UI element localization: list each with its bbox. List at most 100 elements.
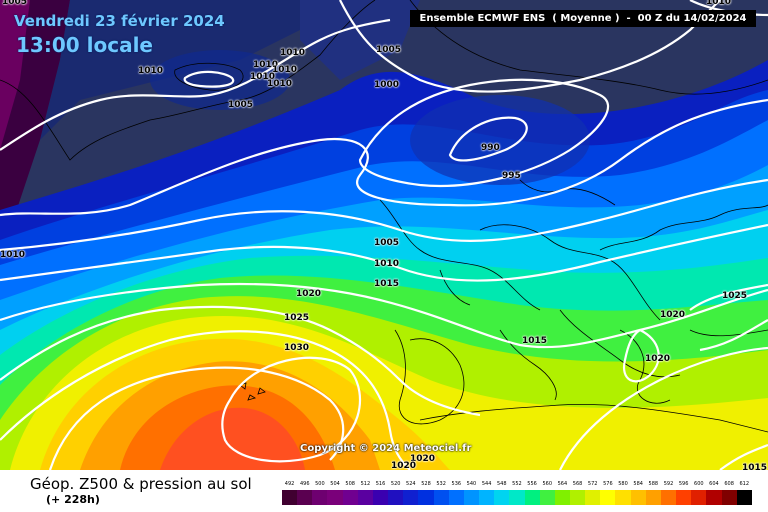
scale-swatch	[706, 490, 722, 505]
isobar-label: 990	[481, 143, 500, 153]
scale-swatch	[630, 490, 646, 505]
scale-tick-label: 552	[512, 481, 522, 487]
scale-swatch	[554, 490, 570, 505]
scale-tick-label: 492	[284, 481, 295, 487]
coastlines	[0, 0, 768, 433]
isobar-label: 1010	[267, 79, 293, 89]
scale-tick-label: 556	[527, 481, 537, 487]
scale-tick-label: 512	[360, 481, 371, 487]
scale-tick-label: 596	[678, 481, 689, 487]
scale-tick-label: 504	[330, 481, 340, 487]
isobar-label: 1000	[374, 80, 400, 90]
scale-tick-label: 576	[603, 481, 613, 487]
isobar-label: 1005	[2, 0, 28, 7]
scale-swatch	[676, 490, 692, 505]
scale-tick-label: 612	[739, 481, 750, 487]
isobar-label: 1010	[138, 66, 164, 76]
scale-tick-label: 604	[709, 481, 719, 487]
copyright-text: Copyright © 2024 Meteociel.fr	[300, 443, 472, 454]
scale-swatch	[600, 490, 616, 505]
isobar-label: 1005	[376, 45, 402, 55]
scale-swatch	[539, 490, 555, 505]
scale-tick-label: 600	[694, 481, 704, 487]
scale-swatch	[388, 490, 404, 505]
forecast-time: 13:00 locale	[16, 33, 153, 57]
scale-tick-label: 532	[436, 481, 446, 487]
scale-swatch	[327, 490, 343, 505]
scale-tick-label: 580	[618, 481, 628, 487]
geopotential-field	[0, 0, 768, 470]
scale-tick-label: 572	[587, 481, 598, 487]
scale-swatch	[342, 490, 358, 505]
isobar-label: 1010	[272, 65, 298, 75]
scale-swatch-row	[282, 490, 752, 505]
model-run-label: Ensemble ECMWF ENS ( Moyenne ) - 00 Z du…	[410, 10, 756, 27]
weather-map: 1005 1010 1010 1010 1010 1010 1010 1005 …	[0, 0, 768, 470]
scale-tick-label: 496	[299, 481, 310, 487]
scale-swatch	[721, 490, 737, 505]
isobar-label: 1005	[374, 238, 400, 248]
isobar-label: 1015	[374, 279, 400, 289]
scale-swatch	[372, 490, 389, 505]
scale-swatch	[585, 490, 601, 505]
scale-tick-label: 540	[466, 481, 477, 487]
isobar-label: 1030	[284, 343, 310, 353]
isobar-label: 1010	[706, 0, 732, 7]
scale-swatch	[509, 490, 525, 505]
map-title: Géop. Z500 & pression au sol	[30, 475, 252, 493]
isobar-label: 1015	[742, 463, 768, 470]
forecast-lead-time: (+ 228h)	[46, 493, 100, 506]
isobar-label: 1020	[410, 454, 436, 464]
scale-tick-label: 568	[572, 481, 583, 487]
isobar-label: 1010	[253, 60, 279, 70]
scale-swatch	[479, 490, 495, 505]
scale-swatch	[312, 490, 328, 505]
scale-tick-row: 492 496 500 504 508 512 516 520 524 528 532 536 540 5…	[282, 479, 752, 489]
isobar-label: 1020	[296, 289, 322, 299]
scale-swatch	[494, 490, 510, 505]
scale-swatch	[524, 490, 540, 505]
scale-swatch	[645, 490, 661, 505]
isobar-label: 1010	[250, 72, 276, 82]
scale-swatch	[615, 490, 631, 505]
isobar-label: 995	[502, 171, 521, 181]
scale-swatch	[282, 490, 298, 505]
isobar-label: 1010	[0, 250, 26, 260]
scale-swatch	[691, 490, 707, 505]
scale-tick-label: 544	[481, 481, 492, 487]
isobar-label: 1010	[374, 259, 400, 269]
scale-tick-label: 536	[451, 481, 462, 487]
scale-swatch	[297, 490, 313, 505]
isobar-label: 1015	[522, 336, 548, 346]
scale-tick-label: 588	[648, 481, 659, 487]
isobar-label: 1025	[284, 313, 310, 323]
isobar-label: 1025	[722, 291, 748, 301]
scale-swatch	[736, 490, 752, 505]
scale-swatch	[463, 490, 480, 505]
scale-tick-label: 516	[375, 481, 386, 487]
scale-tick-label: 500	[315, 481, 325, 487]
scale-tick-label: 592	[663, 481, 674, 487]
isobar-label: 1020	[391, 461, 417, 470]
scale-swatch	[403, 490, 419, 505]
scale-swatch	[433, 490, 449, 505]
scale-tick-label: 528	[421, 481, 431, 487]
isobar-label: 1005	[228, 100, 254, 110]
scale-swatch	[569, 490, 586, 505]
isobar-label: 1010	[280, 48, 306, 58]
scale-swatch	[418, 490, 434, 505]
scale-tick-label: 524	[406, 481, 416, 487]
scale-tick-label: 564	[557, 481, 568, 487]
isobar-label: 1020	[645, 354, 671, 364]
forecast-date: Vendredi 23 février 2024	[14, 12, 225, 30]
scale-swatch	[660, 490, 677, 505]
scale-tick-label: 584	[633, 481, 643, 487]
scale-tick-label: 520	[390, 481, 401, 487]
isobars	[0, 0, 768, 470]
scale-tick-label: 608	[724, 481, 734, 487]
scale-tick-label: 508	[345, 481, 355, 487]
scale-tick-label: 548	[496, 481, 507, 487]
isobar-label: 1020	[660, 310, 686, 320]
scale-tick-label: 560	[542, 481, 552, 487]
scale-swatch	[448, 490, 464, 505]
